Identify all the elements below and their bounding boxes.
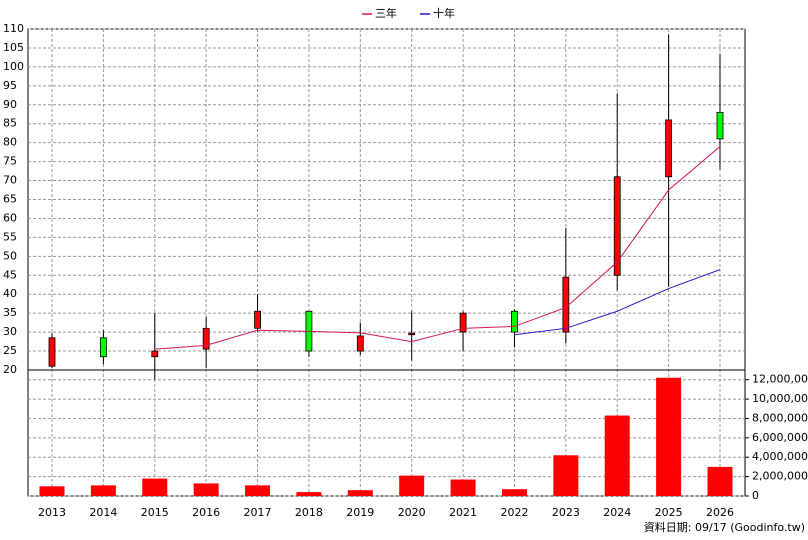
y-tick-label: 110 xyxy=(3,22,24,35)
y-tick-label: 85 xyxy=(3,117,17,130)
legend-label: 十年 xyxy=(433,6,455,20)
volume-bar xyxy=(656,377,682,496)
footer-note: 資料日期: 09/17 (Goodinfo.tw) xyxy=(644,520,805,534)
x-tick-label: 2014 xyxy=(89,506,117,519)
volume-bar xyxy=(90,485,116,496)
x-tick-label: 2015 xyxy=(141,506,169,519)
candle-body xyxy=(613,176,621,276)
y-tick-label: 70 xyxy=(3,174,17,187)
y2-tick-label: 2,000,000 xyxy=(752,470,808,483)
volume-bar xyxy=(245,485,271,496)
candle-body xyxy=(202,327,210,350)
y-tick-label: 50 xyxy=(3,249,17,262)
candle-body xyxy=(408,332,416,336)
y-tick-label: 20 xyxy=(3,363,17,376)
y-tick-label: 95 xyxy=(3,79,17,92)
candle-body xyxy=(562,276,570,333)
volume-bar xyxy=(553,455,579,496)
candle-body xyxy=(665,119,673,178)
y2-tick-label: 0 xyxy=(752,489,759,502)
y-tick-label: 55 xyxy=(3,230,17,243)
candle-body xyxy=(254,310,261,329)
y-tick-label: 80 xyxy=(3,136,17,149)
y-tick-label: 30 xyxy=(3,325,17,338)
y-tick-label: 90 xyxy=(3,98,17,111)
x-tick-label: 2019 xyxy=(346,506,374,519)
y2-tick-label: 6,000,000 xyxy=(752,431,808,444)
candle-body xyxy=(459,312,467,333)
volume-bar xyxy=(142,478,168,496)
x-tick-label: 2022 xyxy=(500,506,528,519)
y-tick-label: 75 xyxy=(3,155,17,168)
x-tick-label: 2017 xyxy=(244,506,272,519)
y-tick-label: 40 xyxy=(3,287,17,300)
candle-body xyxy=(716,111,724,140)
volume-bar xyxy=(193,483,219,496)
y-tick-label: 65 xyxy=(3,193,17,206)
x-tick-label: 2024 xyxy=(603,506,631,519)
candle-body xyxy=(511,310,518,333)
volume-bar xyxy=(604,415,630,496)
plot-frame xyxy=(27,28,746,497)
candle-body xyxy=(151,350,159,358)
legend-label: 三年 xyxy=(375,6,397,20)
x-tick-label: 2021 xyxy=(449,506,477,519)
x-tick-label: 2020 xyxy=(398,506,426,519)
y-tick-label: 45 xyxy=(3,268,17,281)
volume-bar xyxy=(501,489,527,496)
y2-tick-label: 12,000,000 xyxy=(752,373,808,386)
y-tick-label: 100 xyxy=(3,60,24,73)
volume-bar xyxy=(450,479,476,496)
x-tick-label: 2018 xyxy=(295,506,323,519)
y-tick-label: 25 xyxy=(3,344,17,357)
volume-bar xyxy=(399,475,425,496)
volume-bar xyxy=(707,466,733,496)
x-tick-label: 2013 xyxy=(38,506,66,519)
y2-tick-label: 4,000,000 xyxy=(752,450,808,463)
y-tick-label: 60 xyxy=(3,211,17,224)
y2-tick-label: 10,000,000 xyxy=(752,392,808,405)
x-tick-label: 2026 xyxy=(706,506,734,519)
volume-bar xyxy=(39,486,65,496)
y2-tick-label: 8,000,000 xyxy=(752,411,808,424)
ma-line xyxy=(154,146,721,350)
x-tick-label: 2023 xyxy=(552,506,580,519)
y-tick-label: 35 xyxy=(3,306,17,319)
x-tick-label: 2025 xyxy=(655,506,683,519)
candle-body xyxy=(356,335,364,352)
y-tick-label: 105 xyxy=(3,41,24,54)
candle-body xyxy=(99,337,107,358)
x-tick-label: 2016 xyxy=(192,506,220,519)
candle-body xyxy=(48,337,56,367)
volume-bar xyxy=(296,492,322,496)
volume-bar xyxy=(347,490,373,496)
ma-line xyxy=(514,269,721,336)
